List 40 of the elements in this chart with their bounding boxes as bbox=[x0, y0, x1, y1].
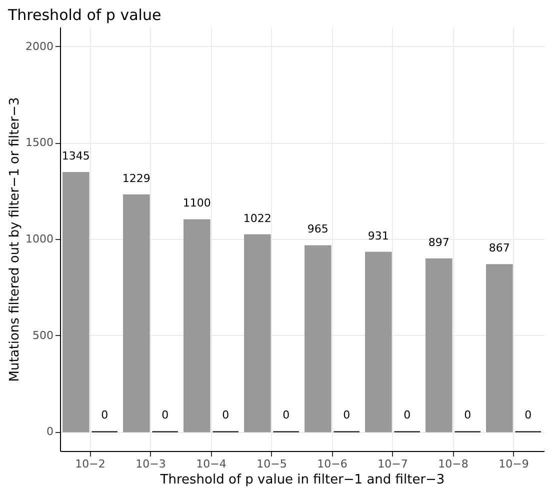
data-label: 0 bbox=[162, 408, 169, 422]
y-tick-label: 500 bbox=[32, 328, 54, 342]
data-label: 0 bbox=[464, 408, 472, 422]
data-label: 931 bbox=[368, 229, 389, 242]
x-tick-label: 10−8 bbox=[438, 458, 468, 470]
y-axis-title: Mutations filtered out by filter−1 or filter−3 bbox=[8, 97, 23, 382]
x-tick-label: 10−6 bbox=[317, 458, 348, 470]
bar bbox=[184, 219, 210, 432]
data-label: 1345 bbox=[62, 150, 90, 163]
data-label: 0 bbox=[282, 408, 290, 422]
bar bbox=[426, 258, 452, 432]
bar bbox=[62, 172, 90, 432]
x-axis-title: Threshold of p value in filter−1 and filter−3 bbox=[159, 472, 445, 488]
data-label: 0 bbox=[524, 408, 532, 422]
bar bbox=[365, 252, 392, 432]
bar bbox=[123, 194, 150, 432]
x-tick-label: 10−3 bbox=[136, 458, 166, 470]
y-tick-label: 0 bbox=[46, 425, 54, 438]
data-label: 867 bbox=[488, 242, 510, 255]
data-label: 0 bbox=[222, 408, 230, 422]
chart-title: Threshold of p value bbox=[7, 6, 162, 24]
bar bbox=[244, 234, 271, 432]
data-label: 1229 bbox=[122, 172, 150, 185]
data-label: 965 bbox=[307, 222, 328, 236]
y-tick-label: 2000 bbox=[26, 40, 54, 53]
x-tick-label: 10−9 bbox=[498, 458, 529, 470]
x-tick-label: 10−5 bbox=[256, 458, 287, 470]
data-label: 0 bbox=[101, 408, 108, 422]
data-label: 1022 bbox=[243, 212, 272, 225]
data-label: 1100 bbox=[182, 196, 211, 210]
y-tick-label: 1500 bbox=[26, 136, 54, 150]
data-label: 0 bbox=[404, 408, 411, 422]
y-tick-label: 1000 bbox=[26, 232, 54, 246]
x-tick-label: 10−2 bbox=[75, 458, 106, 470]
x-tick-label: 10−7 bbox=[378, 458, 408, 470]
bar bbox=[486, 264, 513, 432]
data-label: 0 bbox=[343, 408, 350, 422]
bar bbox=[304, 245, 332, 432]
data-label: 897 bbox=[428, 236, 450, 249]
x-tick-label: 10−4 bbox=[196, 458, 226, 470]
